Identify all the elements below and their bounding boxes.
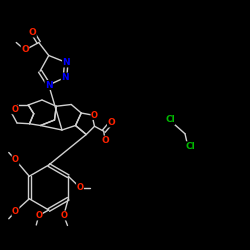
Text: Cl: Cl bbox=[185, 142, 195, 151]
Text: O: O bbox=[12, 207, 19, 216]
Text: O: O bbox=[21, 46, 29, 54]
Text: N: N bbox=[62, 58, 70, 67]
Text: O: O bbox=[108, 118, 115, 127]
Text: O: O bbox=[91, 110, 98, 120]
Text: O: O bbox=[60, 211, 67, 220]
Text: N: N bbox=[45, 80, 52, 90]
Text: O: O bbox=[101, 136, 109, 145]
Text: O: O bbox=[76, 183, 84, 192]
Text: O: O bbox=[35, 211, 42, 220]
Text: N: N bbox=[61, 73, 69, 82]
Text: Cl: Cl bbox=[165, 116, 175, 124]
Text: O: O bbox=[28, 28, 36, 37]
Text: O: O bbox=[12, 105, 18, 114]
Text: O: O bbox=[12, 156, 19, 164]
